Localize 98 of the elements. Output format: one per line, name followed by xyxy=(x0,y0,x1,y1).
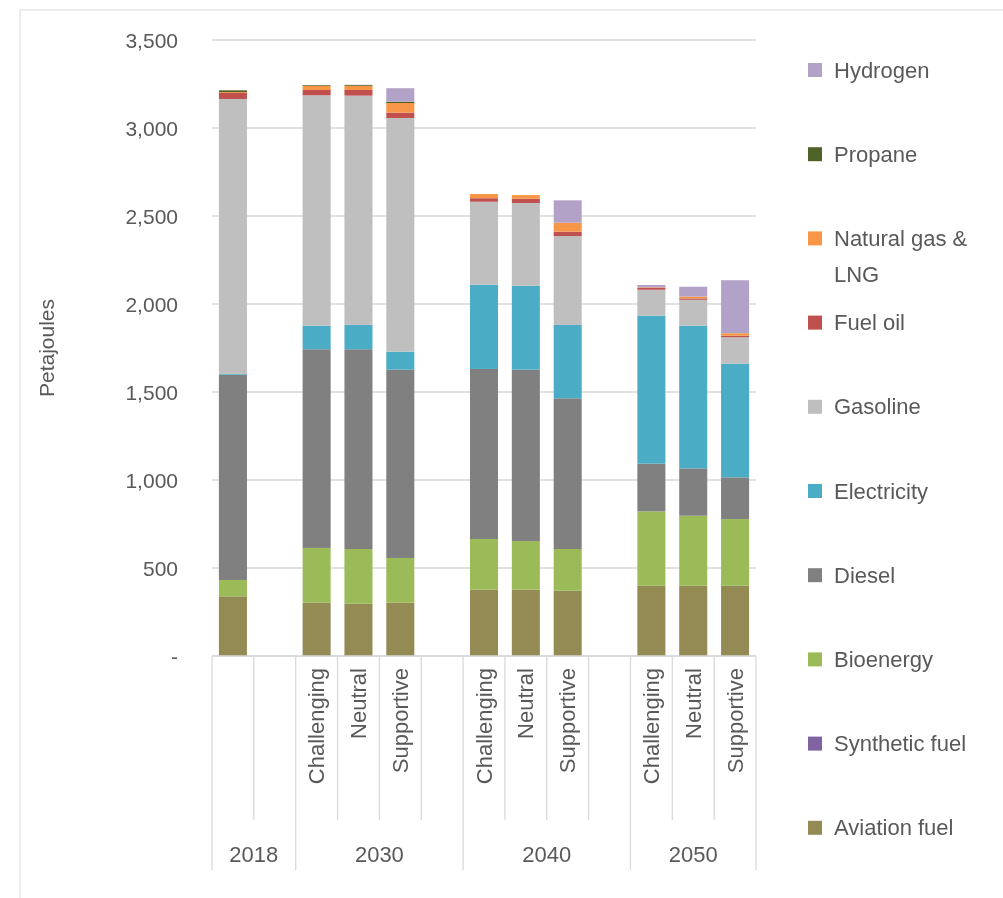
bar xyxy=(679,299,708,326)
bar xyxy=(302,95,331,326)
text: 2050 xyxy=(668,841,718,867)
x-tick-label: Challenging xyxy=(471,668,497,785)
y-tick-label: 1,500 xyxy=(125,380,178,404)
text: 2030 xyxy=(354,841,404,867)
bar xyxy=(386,88,415,102)
bar xyxy=(469,198,499,202)
y-tick-label: 2,500 xyxy=(125,204,178,228)
bar xyxy=(218,579,247,597)
bar xyxy=(302,85,331,90)
bar xyxy=(553,324,582,399)
bar xyxy=(386,557,415,603)
x-tick-label: Challenging xyxy=(638,668,664,785)
bar xyxy=(344,95,373,325)
bar xyxy=(511,202,540,286)
bar xyxy=(637,315,666,464)
legend-label: Natural gas & LNG xyxy=(834,225,968,287)
bar xyxy=(344,603,373,656)
bar xyxy=(553,222,582,232)
bar xyxy=(679,515,708,586)
bar xyxy=(344,349,373,549)
x-tick-label: Neutral xyxy=(345,668,371,739)
bar xyxy=(637,463,666,512)
bar xyxy=(553,590,582,656)
bar xyxy=(721,337,750,364)
bar xyxy=(469,538,499,590)
bar xyxy=(679,468,708,516)
legend-label: Electricity xyxy=(834,478,929,504)
y-tick-label: 3,500 xyxy=(125,28,178,52)
x-tick-label: Supportive xyxy=(555,668,581,774)
x-tick-label: Neutral xyxy=(680,668,706,739)
bar xyxy=(344,85,373,90)
bar xyxy=(511,198,540,203)
y-tick-label: 1,000 xyxy=(125,468,178,492)
legend-label: Gasoline xyxy=(834,394,921,420)
bar xyxy=(469,284,499,369)
legend-label: Bioenergy xyxy=(834,646,934,672)
bar xyxy=(302,547,331,603)
bar xyxy=(511,195,540,199)
bar xyxy=(344,548,373,604)
bar xyxy=(511,541,540,590)
bar xyxy=(386,112,415,118)
bar xyxy=(469,194,499,199)
bar xyxy=(302,602,331,656)
bar xyxy=(344,89,373,96)
legend-label: Propane xyxy=(834,141,918,167)
bar xyxy=(637,289,666,316)
legend-label: Synthetic fuel xyxy=(834,731,967,757)
y-tick-label: 500 xyxy=(142,556,178,580)
bar xyxy=(511,589,540,656)
x-tick-label: Challenging xyxy=(304,668,330,785)
text: 2018 xyxy=(229,841,279,867)
y-axis-title: Petajoules xyxy=(35,298,58,398)
legend-label: Hydrogen xyxy=(834,57,930,83)
bar xyxy=(511,369,540,542)
bar xyxy=(469,368,499,539)
y-tick-label: - xyxy=(171,644,178,668)
legend-label: Fuel oil xyxy=(834,310,905,336)
bar xyxy=(386,369,415,558)
y-tick-label: 3,000 xyxy=(125,116,178,140)
bar xyxy=(679,325,708,469)
bar xyxy=(721,519,750,586)
bar xyxy=(386,602,415,656)
bar xyxy=(218,98,247,374)
bar xyxy=(469,589,499,656)
bar xyxy=(218,92,247,99)
legend-label: Aviation fuel xyxy=(834,815,954,841)
bar xyxy=(721,363,750,478)
text: 2040 xyxy=(522,841,572,867)
bar xyxy=(218,374,247,580)
y-tick-label: 2,000 xyxy=(125,292,178,316)
bar xyxy=(637,511,666,586)
bar xyxy=(302,325,331,350)
bar xyxy=(553,231,582,237)
x-tick-label: Neutral xyxy=(513,668,539,739)
bar xyxy=(679,585,708,656)
bar xyxy=(302,349,331,548)
bar xyxy=(553,236,582,325)
x-tick-label: Supportive xyxy=(387,668,413,774)
bar xyxy=(386,117,415,352)
legend-label: Diesel xyxy=(834,562,896,588)
bar xyxy=(386,351,415,370)
bar xyxy=(218,596,247,656)
bar xyxy=(469,201,499,285)
bar xyxy=(721,477,750,520)
bar xyxy=(721,585,750,656)
bar xyxy=(553,398,582,549)
bar xyxy=(637,585,666,656)
bar xyxy=(386,103,415,113)
bar xyxy=(553,548,582,591)
bar xyxy=(302,89,331,96)
bar xyxy=(344,324,373,350)
bar xyxy=(553,200,582,223)
x-tick-label: Supportive xyxy=(722,668,748,774)
bar xyxy=(721,280,750,334)
bar xyxy=(511,285,540,370)
bar xyxy=(679,286,708,297)
